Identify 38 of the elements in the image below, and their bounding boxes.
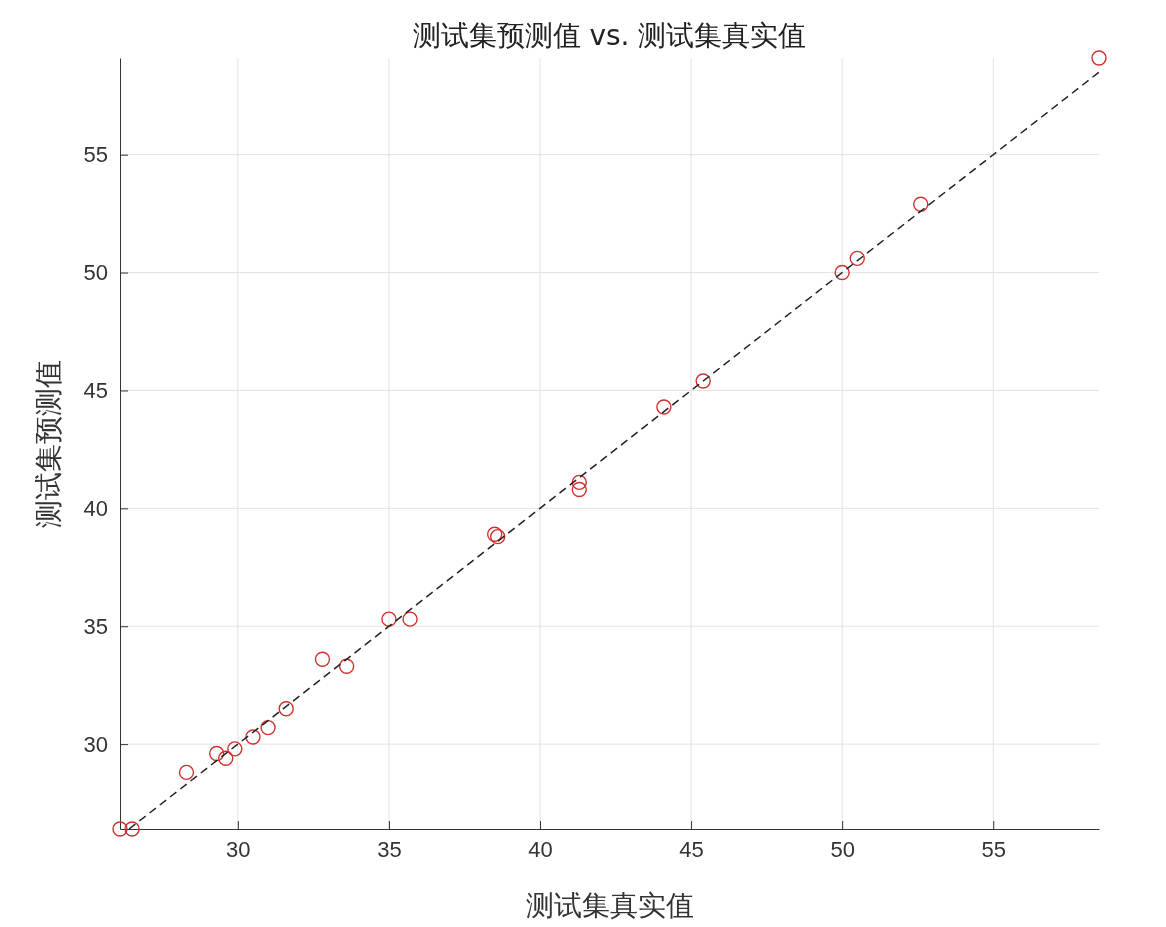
point — [695, 373, 711, 389]
x-tick-label: 35 — [377, 836, 402, 862]
y-tick-label: 55 — [83, 142, 108, 168]
y-tick-label: 35 — [83, 613, 108, 639]
point — [227, 741, 243, 757]
chart-title: 测试集预测值 vs. 测试集真实值 — [412, 19, 807, 52]
point — [381, 611, 397, 627]
point — [278, 701, 294, 717]
point — [124, 821, 140, 837]
point — [849, 250, 865, 267]
y-tick-label: 50 — [83, 260, 108, 286]
point — [486, 526, 503, 542]
x-tick-label: 40 — [528, 836, 553, 862]
point — [913, 196, 929, 212]
x-tick-label: 30 — [226, 836, 251, 862]
x-tick-label: 50 — [830, 836, 855, 862]
x-axis-title: 测试集真实值 — [525, 889, 694, 922]
point — [571, 474, 587, 491]
point — [402, 611, 418, 627]
y-axis-title: 测试集预测值 — [32, 359, 65, 528]
y-tick-label: 45 — [83, 377, 108, 403]
point — [490, 528, 506, 545]
point — [656, 399, 672, 415]
y-tick-label: 40 — [83, 495, 108, 521]
point — [834, 264, 850, 281]
y-tick-label: 30 — [83, 731, 108, 757]
point — [245, 729, 261, 745]
point — [218, 750, 234, 766]
point — [338, 658, 355, 675]
x-tick-label: 55 — [981, 836, 1006, 862]
x-tick-label: 45 — [679, 836, 704, 862]
point — [260, 719, 276, 736]
point — [314, 651, 331, 667]
point — [208, 745, 225, 762]
point — [178, 764, 195, 781]
point — [571, 481, 587, 498]
point — [112, 821, 128, 837]
point — [1091, 50, 1107, 66]
